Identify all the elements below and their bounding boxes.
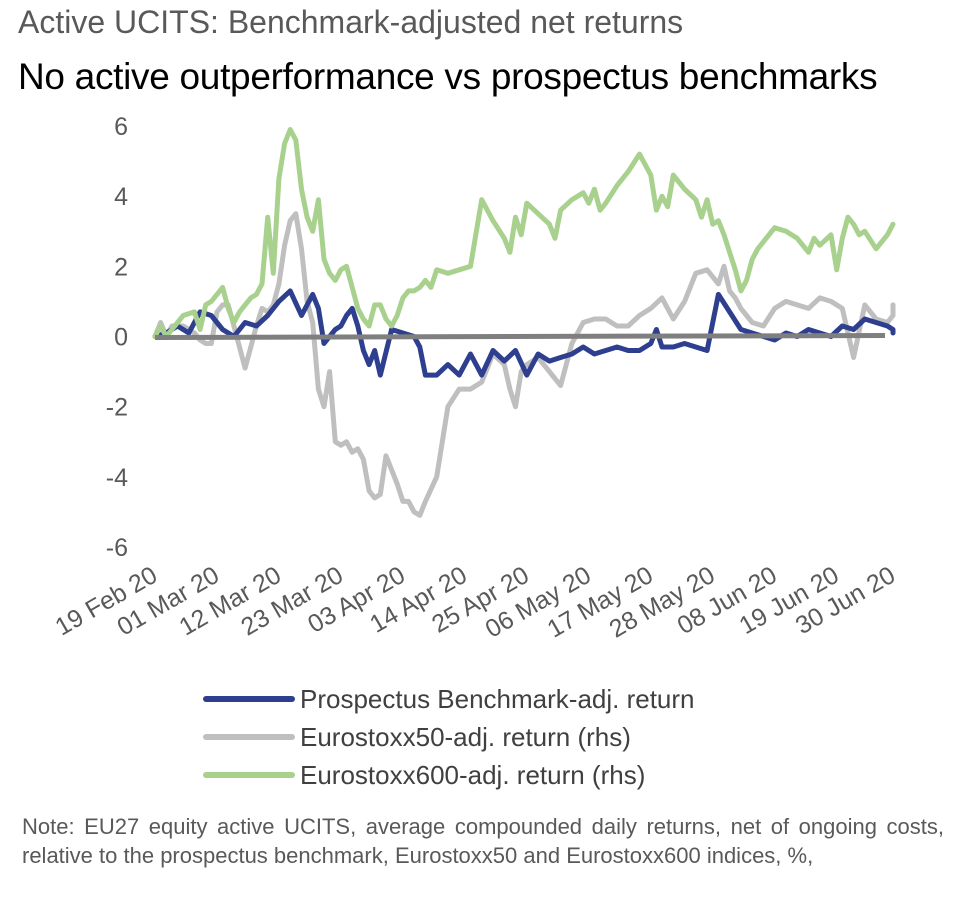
- y-tick-label: -6: [106, 534, 128, 562]
- legend: Prospectus Benchmark-adj. return Eurostox…: [203, 684, 695, 790]
- legend-label: Prospectus Benchmark-adj. return: [300, 684, 695, 714]
- chart-note: Note: EU27 equity active UCITS, average …: [22, 814, 944, 868]
- eurostoxx600-line: [152, 127, 896, 339]
- y-tick-label: 4: [114, 183, 128, 211]
- y-tick-label: 6: [114, 113, 128, 141]
- legend-label: Eurostoxx50-adj. return (rhs): [300, 722, 631, 752]
- y-axis: 6 4 2 0 -2 -4 -6: [106, 113, 128, 562]
- y-tick-label: -4: [106, 464, 128, 492]
- y-tick-label: 2: [114, 253, 128, 281]
- plot-area: [152, 127, 896, 518]
- legend-item-eurostoxx50: Eurostoxx50-adj. return (rhs): [203, 722, 631, 752]
- chart-kicker: Active UCITS: Benchmark-adjusted net ret…: [18, 4, 684, 40]
- legend-label: Eurostoxx600-adj. return (rhs): [300, 760, 645, 790]
- legend-item-eurostoxx600: Eurostoxx600-adj. return (rhs): [203, 760, 645, 790]
- zero-line: [154, 333, 886, 340]
- y-tick-label: -2: [106, 394, 128, 422]
- chart-title: No active outperformance vs prospectus b…: [18, 56, 878, 97]
- legend-item-prospectus: Prospectus Benchmark-adj. return: [203, 684, 695, 714]
- y-tick-label: 0: [114, 324, 128, 352]
